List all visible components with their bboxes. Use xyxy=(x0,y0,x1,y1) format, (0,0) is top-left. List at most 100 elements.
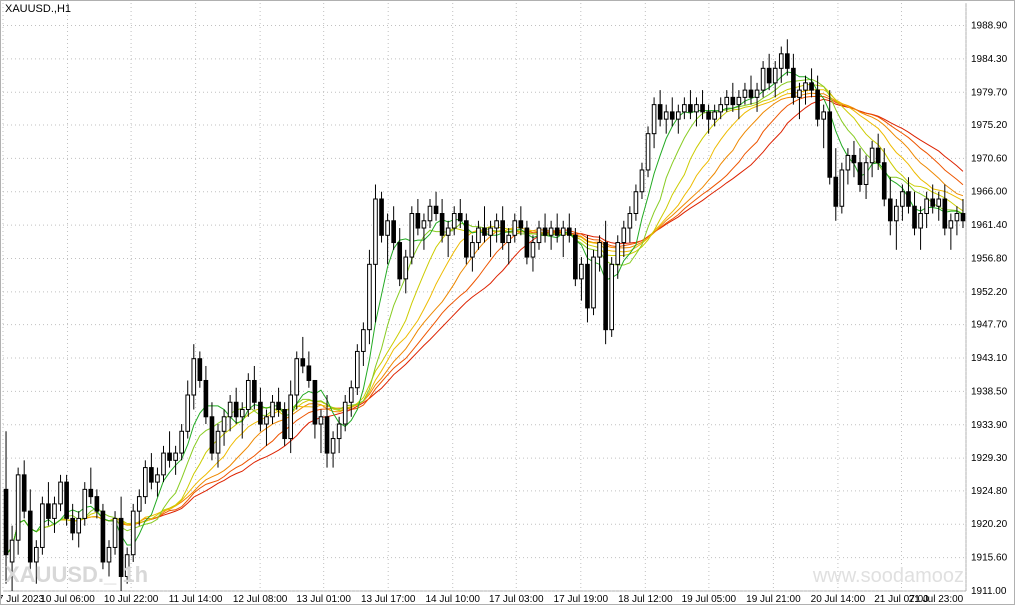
candle xyxy=(477,228,481,243)
candle xyxy=(501,221,505,243)
x-tick-label: 19 Jul 21:00 xyxy=(746,594,801,605)
y-tick-label: 1984.30 xyxy=(971,54,1008,65)
chart-title: XAUUSD.,H1 xyxy=(5,3,71,15)
candle xyxy=(265,417,269,424)
ma-line xyxy=(6,93,963,555)
candle xyxy=(670,112,674,119)
candle xyxy=(422,221,426,228)
candle xyxy=(47,504,51,519)
candle xyxy=(471,243,475,258)
candle xyxy=(664,112,668,119)
candle xyxy=(816,90,820,119)
candle xyxy=(337,424,341,439)
candle xyxy=(331,439,335,454)
candle xyxy=(386,221,390,236)
candle xyxy=(392,221,396,243)
candle xyxy=(622,228,626,243)
candle xyxy=(446,228,450,235)
candle xyxy=(162,453,166,475)
y-tick-label: 1911.00 xyxy=(971,586,1007,597)
candle xyxy=(277,402,281,409)
candle xyxy=(271,402,275,417)
candle xyxy=(410,214,414,258)
candle xyxy=(483,228,487,235)
candle xyxy=(325,417,329,453)
y-tick-label: 1933.90 xyxy=(971,420,1008,431)
x-tick-label: 10 Jul 06:00 xyxy=(40,594,95,605)
x-tick-label: 21 Jul 23:00 xyxy=(909,594,964,605)
candle xyxy=(374,199,378,264)
y-tick-label: 1947.70 xyxy=(971,320,1008,331)
candle xyxy=(610,264,614,329)
x-tick-label: 20 Jul 14:00 xyxy=(811,594,866,605)
candle xyxy=(507,235,511,242)
x-tick-label: 19 Jul 05:00 xyxy=(682,594,737,605)
x-tick-label: 13 Jul 17:00 xyxy=(361,594,416,605)
y-tick-label: 1924.80 xyxy=(971,486,1008,497)
candle xyxy=(737,97,741,104)
candle xyxy=(198,359,202,381)
candle xyxy=(707,112,711,119)
candle xyxy=(192,359,196,395)
candle xyxy=(53,504,57,519)
candle xyxy=(89,489,93,496)
candle xyxy=(168,453,172,460)
candle xyxy=(925,199,929,214)
candle xyxy=(301,359,305,366)
ma-line xyxy=(6,97,963,555)
candle xyxy=(246,380,250,409)
candle xyxy=(749,90,753,97)
candle xyxy=(628,214,632,229)
candle xyxy=(513,221,517,236)
candle xyxy=(543,228,547,235)
candle xyxy=(888,199,892,221)
candle xyxy=(4,489,8,554)
y-tick-label: 1961.40 xyxy=(971,220,1008,231)
x-tick-label: 11 Jul 14:00 xyxy=(169,594,223,605)
candle xyxy=(725,97,729,104)
candle xyxy=(943,199,947,228)
candle xyxy=(949,221,953,228)
x-tick-label: 17 Jul 19:00 xyxy=(554,594,609,605)
candle xyxy=(798,90,802,97)
candle xyxy=(719,105,723,112)
candle xyxy=(767,68,771,83)
candle xyxy=(537,228,541,243)
candle xyxy=(834,177,838,206)
candle xyxy=(937,199,941,206)
candle xyxy=(567,228,571,235)
candle xyxy=(253,380,257,402)
candle xyxy=(222,417,226,432)
candle xyxy=(95,497,99,512)
x-tick-label: 18 Jul 12:00 xyxy=(618,594,673,605)
y-tick-label: 1938.50 xyxy=(971,386,1008,397)
candle xyxy=(846,155,850,170)
candle xyxy=(743,90,747,97)
ma-line xyxy=(6,79,963,554)
y-tick-label: 1915.60 xyxy=(971,553,1008,564)
chart-canvas[interactable]: 1988.901984.301979.701975.201970.601966.… xyxy=(1,1,1015,606)
candle xyxy=(549,228,553,235)
candle xyxy=(452,214,456,229)
y-tick-label: 1970.60 xyxy=(971,153,1008,164)
y-tick-label: 1975.20 xyxy=(971,120,1008,131)
candle xyxy=(489,228,493,235)
candle xyxy=(380,199,384,235)
candle xyxy=(240,410,244,417)
candle xyxy=(101,511,105,562)
y-tick-label: 1979.70 xyxy=(971,87,1008,98)
x-tick-label: 12 Jul 08:00 xyxy=(233,594,288,605)
ma-line xyxy=(6,84,963,554)
candle xyxy=(416,214,420,229)
candle xyxy=(83,489,87,518)
y-tick-label: 1943.10 xyxy=(971,353,1008,364)
candle xyxy=(907,192,911,207)
candle xyxy=(355,351,359,387)
candle xyxy=(713,112,717,119)
candle xyxy=(16,475,20,540)
candle xyxy=(107,547,111,562)
candle xyxy=(931,199,935,206)
y-tick-label: 1952.20 xyxy=(971,287,1008,298)
candle xyxy=(773,68,777,83)
candle xyxy=(792,68,796,97)
